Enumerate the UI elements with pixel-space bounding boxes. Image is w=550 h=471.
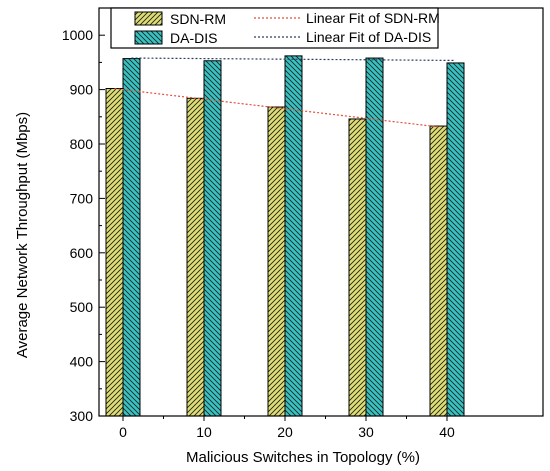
bars-layer: [105, 55, 465, 417]
y-tick-label: 400: [70, 354, 94, 370]
bar-da-dis-10: [203, 60, 222, 417]
bar-da-dis-40: [446, 62, 465, 417]
y-tick-label: 800: [70, 136, 94, 152]
y-tick-label: 600: [70, 245, 94, 261]
axes-layer: 300 400 500 600 700 800 900 1000 0 10 20 30 40: [62, 7, 544, 440]
legend: SDN-RM DA-DIS Linear Fit of SDN-RM Linear F…: [110, 7, 440, 49]
y-tick-label: 1000: [62, 27, 93, 43]
x-tick-label: 40: [439, 424, 455, 440]
legend-swatch-sdn-rm: [134, 11, 163, 26]
bar-sdn-rm-10: [186, 97, 205, 417]
legend-fit-label-1: Linear Fit of DA-DIS: [306, 29, 431, 45]
x-tick-label: 0: [119, 424, 127, 440]
bar-da-dis-30: [365, 57, 384, 417]
y-tick-label: 700: [70, 190, 94, 206]
legend-label-da-dis: DA-DIS: [170, 30, 217, 46]
y-tick-label: 300: [70, 408, 94, 424]
bar-sdn-rm-40: [429, 125, 448, 417]
legend-label-sdn-rm: SDN-RM: [170, 11, 226, 27]
y-tick-label: 500: [70, 299, 94, 315]
x-axis-label: Malicious Switches in Topology (%): [186, 449, 420, 466]
x-tick-label: 10: [196, 424, 212, 440]
legend-fit-label-0: Linear Fit of SDN-RM: [306, 10, 440, 26]
y-tick-label: 900: [70, 82, 94, 98]
bar-sdn-rm-0: [105, 88, 124, 417]
legend-box: [110, 7, 439, 49]
bar-sdn-rm-30: [348, 118, 367, 417]
x-tick-label: 20: [277, 424, 293, 440]
legend-swatch-da-dis: [134, 30, 163, 45]
x-tick-label: 30: [358, 424, 374, 440]
plot-frame: [98, 7, 544, 417]
bar-da-dis-0: [122, 58, 141, 417]
bar-sdn-rm-20: [267, 106, 286, 417]
y-axis-label: Average Network Throughput (Mbps): [14, 112, 31, 358]
